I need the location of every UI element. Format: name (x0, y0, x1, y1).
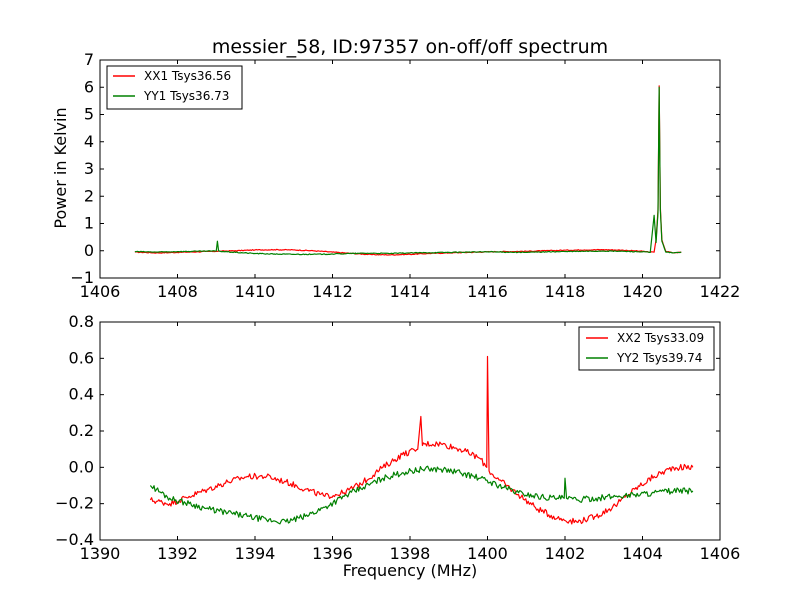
x-tick-label: 1422 (700, 282, 741, 301)
y-tick-label: 4 (84, 132, 94, 151)
legend-label-yy1: YY1 Tsys36.73 (143, 89, 229, 103)
bottom-plot-frame (99, 321, 721, 541)
x-tick-label: 1408 (157, 282, 198, 301)
y-tick-label: 7 (84, 50, 94, 69)
y-tick-label: 6 (84, 77, 94, 96)
legend-label-xx2: XX2 Tsys33.09 (617, 331, 704, 345)
y-tick-label: 0.2 (69, 421, 94, 440)
x-tick-label: 1402 (545, 544, 586, 563)
y-tick-label: 0 (84, 241, 94, 260)
x-tick-label: 1412 (312, 282, 353, 301)
y-tick-label: 0.8 (69, 312, 94, 331)
x-tick-label: 1406 (80, 282, 121, 301)
x-tick-label: 1392 (157, 544, 198, 563)
x-axis-label: Frequency (MHz) (343, 561, 477, 580)
y-tick-label: 2 (84, 186, 94, 205)
series-line-yy1 (134, 86, 682, 256)
x-tick-label: 1410 (235, 282, 276, 301)
y-tick-label: 1 (84, 214, 94, 233)
chart-title: messier_58, ID:97357 on-off/off spectrum (212, 36, 608, 58)
x-tick-label: 1398 (390, 544, 431, 563)
legend-label-yy2: YY2 Tsys39.74 (616, 351, 702, 365)
y-tick-label: 5 (84, 105, 94, 124)
y-tick-label: 0.0 (69, 457, 94, 476)
y-tick-label: 3 (84, 159, 94, 178)
y-tick-label: −0.2 (55, 494, 94, 513)
legend-box (106, 65, 243, 110)
y-tick-label: −1 (70, 268, 94, 287)
x-tick-label: 1414 (390, 282, 431, 301)
x-tick-label: 1416 (467, 282, 508, 301)
y-tick-label: −0.4 (55, 530, 94, 549)
bottom-legend: XX2 Tsys33.09 YY2 Tsys39.74 (578, 326, 715, 371)
x-tick-label: 1394 (235, 544, 276, 563)
bottom-plot: Frequency (MHz) 1390 1392 1394 1396 1398 1400… (55, 312, 740, 580)
x-tick-label: 1400 (467, 544, 508, 563)
y-tick-label: 0.6 (69, 348, 94, 367)
x-tick-label: 1406 (700, 544, 741, 563)
y-tick-label: 0.4 (69, 385, 94, 404)
x-tick-label: 1420 (622, 282, 663, 301)
legend-box (578, 326, 715, 371)
x-tick-label: 1396 (312, 544, 353, 563)
series-line-xx2 (149, 355, 694, 525)
x-tick-label: 1390 (80, 544, 121, 563)
top-plot: messier_58, ID:97357 on-off/off spectrum… (51, 36, 740, 301)
x-tick-label: 1404 (622, 544, 663, 563)
legend-label-xx1: XX1 Tsys36.56 (144, 69, 231, 83)
x-tick-label: 1418 (545, 282, 586, 301)
top-plot-frame (99, 59, 721, 279)
top-legend: XX1 Tsys36.56 YY1 Tsys36.73 (106, 65, 243, 110)
series-line-yy2 (149, 465, 694, 525)
y-axis-label: Power in Kelvin (51, 107, 70, 228)
